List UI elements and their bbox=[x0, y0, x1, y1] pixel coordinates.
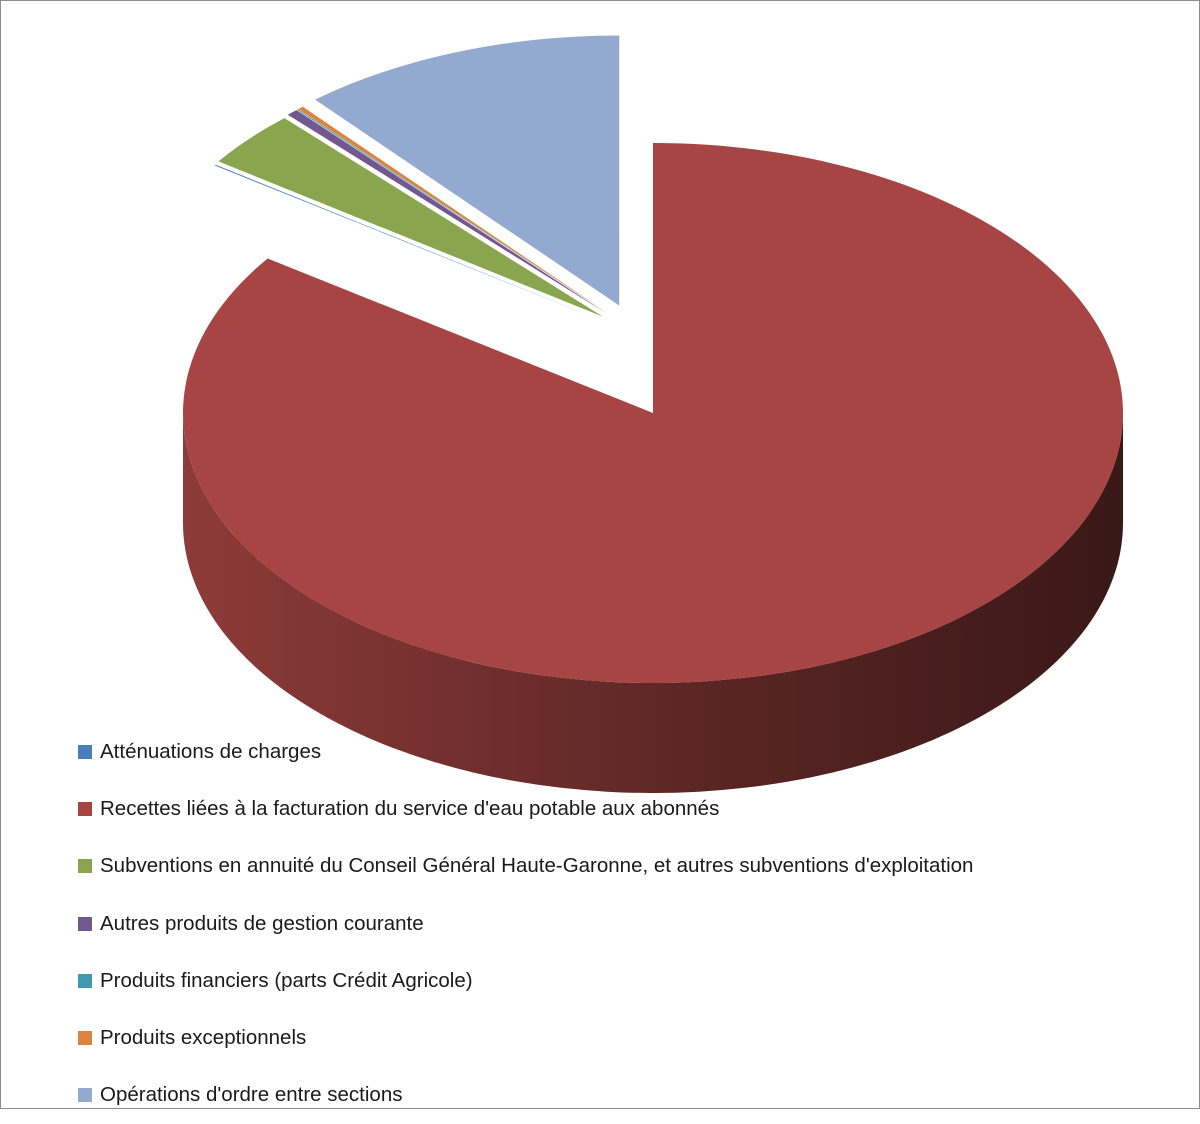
legend-item: Atténuations de charges bbox=[78, 723, 973, 780]
legend: Atténuations de charges Recettes liées à… bbox=[78, 723, 973, 1124]
pie-slice-5 bbox=[298, 106, 607, 313]
pie-slice-3 bbox=[287, 110, 607, 314]
legend-label: Atténuations de charges bbox=[100, 739, 322, 763]
pie-slice-6 bbox=[315, 35, 620, 306]
legend-swatch bbox=[78, 744, 92, 759]
pie-slice-1 bbox=[182, 143, 1124, 793]
pie-slice-top bbox=[182, 143, 1124, 683]
legend-label: Opérations d'ordre entre sections bbox=[100, 1083, 403, 1107]
legend-item: Opérations d'ordre entre sections bbox=[78, 1067, 973, 1124]
pie-slice-2 bbox=[218, 118, 603, 317]
pie-slice-0 bbox=[214, 164, 601, 321]
pie-slice-top bbox=[214, 164, 601, 321]
legend-item: Subventions en annuité du Conseil Généra… bbox=[78, 838, 973, 895]
legend-swatch bbox=[78, 973, 92, 988]
pie-slice-top bbox=[218, 118, 603, 317]
legend-swatch bbox=[78, 916, 92, 931]
legend-item: Recettes liées à la facturation du servi… bbox=[78, 780, 973, 837]
pie-slice-4 bbox=[296, 109, 607, 313]
legend-label: Subventions en annuité du Conseil Généra… bbox=[100, 854, 974, 878]
legend-item: Produits exceptionnels bbox=[78, 1009, 973, 1066]
legend-label: Produits exceptionnels bbox=[100, 1026, 307, 1050]
pie-slice-side bbox=[183, 413, 1123, 793]
pie-slice-top bbox=[298, 106, 607, 313]
legend-swatch bbox=[78, 859, 92, 874]
legend-swatch bbox=[78, 801, 92, 816]
pie-slice-top bbox=[296, 109, 607, 313]
pie-slice-top bbox=[287, 110, 607, 314]
legend-label: Autres produits de gestion courante bbox=[100, 911, 424, 935]
legend-swatch bbox=[78, 1088, 92, 1103]
legend-swatch bbox=[78, 1031, 92, 1046]
legend-label: Produits financiers (parts Crédit Agrico… bbox=[100, 968, 473, 992]
legend-item: Produits financiers (parts Crédit Agrico… bbox=[78, 952, 973, 1009]
legend-item: Autres produits de gestion courante bbox=[78, 895, 973, 952]
legend-label: Recettes liées à la facturation du servi… bbox=[100, 796, 720, 820]
pie-slice-top bbox=[315, 35, 620, 306]
